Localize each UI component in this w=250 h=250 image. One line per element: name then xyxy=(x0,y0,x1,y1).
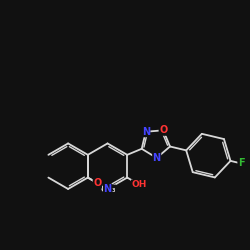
Text: O: O xyxy=(93,178,102,188)
Text: N: N xyxy=(104,184,112,194)
Text: N: N xyxy=(142,127,150,137)
Text: CH₃: CH₃ xyxy=(100,185,116,194)
Text: O: O xyxy=(159,125,168,135)
Text: F: F xyxy=(238,158,244,168)
Text: OH: OH xyxy=(132,180,147,189)
Text: N: N xyxy=(152,153,161,163)
